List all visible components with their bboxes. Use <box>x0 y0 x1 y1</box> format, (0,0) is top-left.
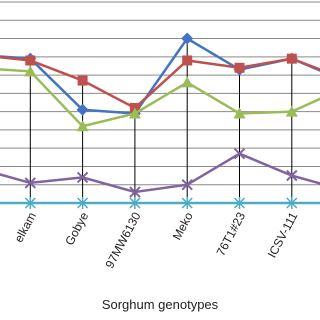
marker <box>181 197 193 209</box>
marker <box>76 103 89 116</box>
series-line <box>0 56 320 110</box>
x-axis-title: Sorghum genotypes <box>102 297 219 312</box>
x-tick-label: elkam <box>12 210 39 245</box>
marker <box>233 197 246 209</box>
x-tick-label: ICSV-111 <box>265 210 301 261</box>
series-line <box>0 152 320 194</box>
marker <box>286 169 298 182</box>
marker <box>24 65 37 77</box>
marker <box>233 147 246 160</box>
series-line <box>0 36 320 115</box>
marker <box>182 55 193 66</box>
marker <box>128 107 141 119</box>
x-tick-label: Gobye <box>62 210 91 248</box>
x-tick-label: 97MW6130 <box>102 210 143 271</box>
marker <box>76 120 89 132</box>
marker <box>24 177 37 189</box>
marker <box>24 197 36 209</box>
marker <box>181 179 193 191</box>
marker <box>233 107 246 119</box>
marker <box>129 197 141 209</box>
x-tick-label: 76T1#23 <box>214 210 249 259</box>
marker <box>77 75 88 86</box>
marker <box>77 197 89 209</box>
marker <box>181 76 194 88</box>
marker <box>76 171 89 184</box>
marker <box>181 32 194 45</box>
marker <box>25 55 36 66</box>
series-line <box>0 68 320 128</box>
marker <box>129 186 141 198</box>
marker <box>286 53 297 64</box>
marker <box>286 197 298 209</box>
x-tick-label: Meko <box>170 210 196 243</box>
marker <box>234 62 245 73</box>
marker <box>285 105 298 117</box>
